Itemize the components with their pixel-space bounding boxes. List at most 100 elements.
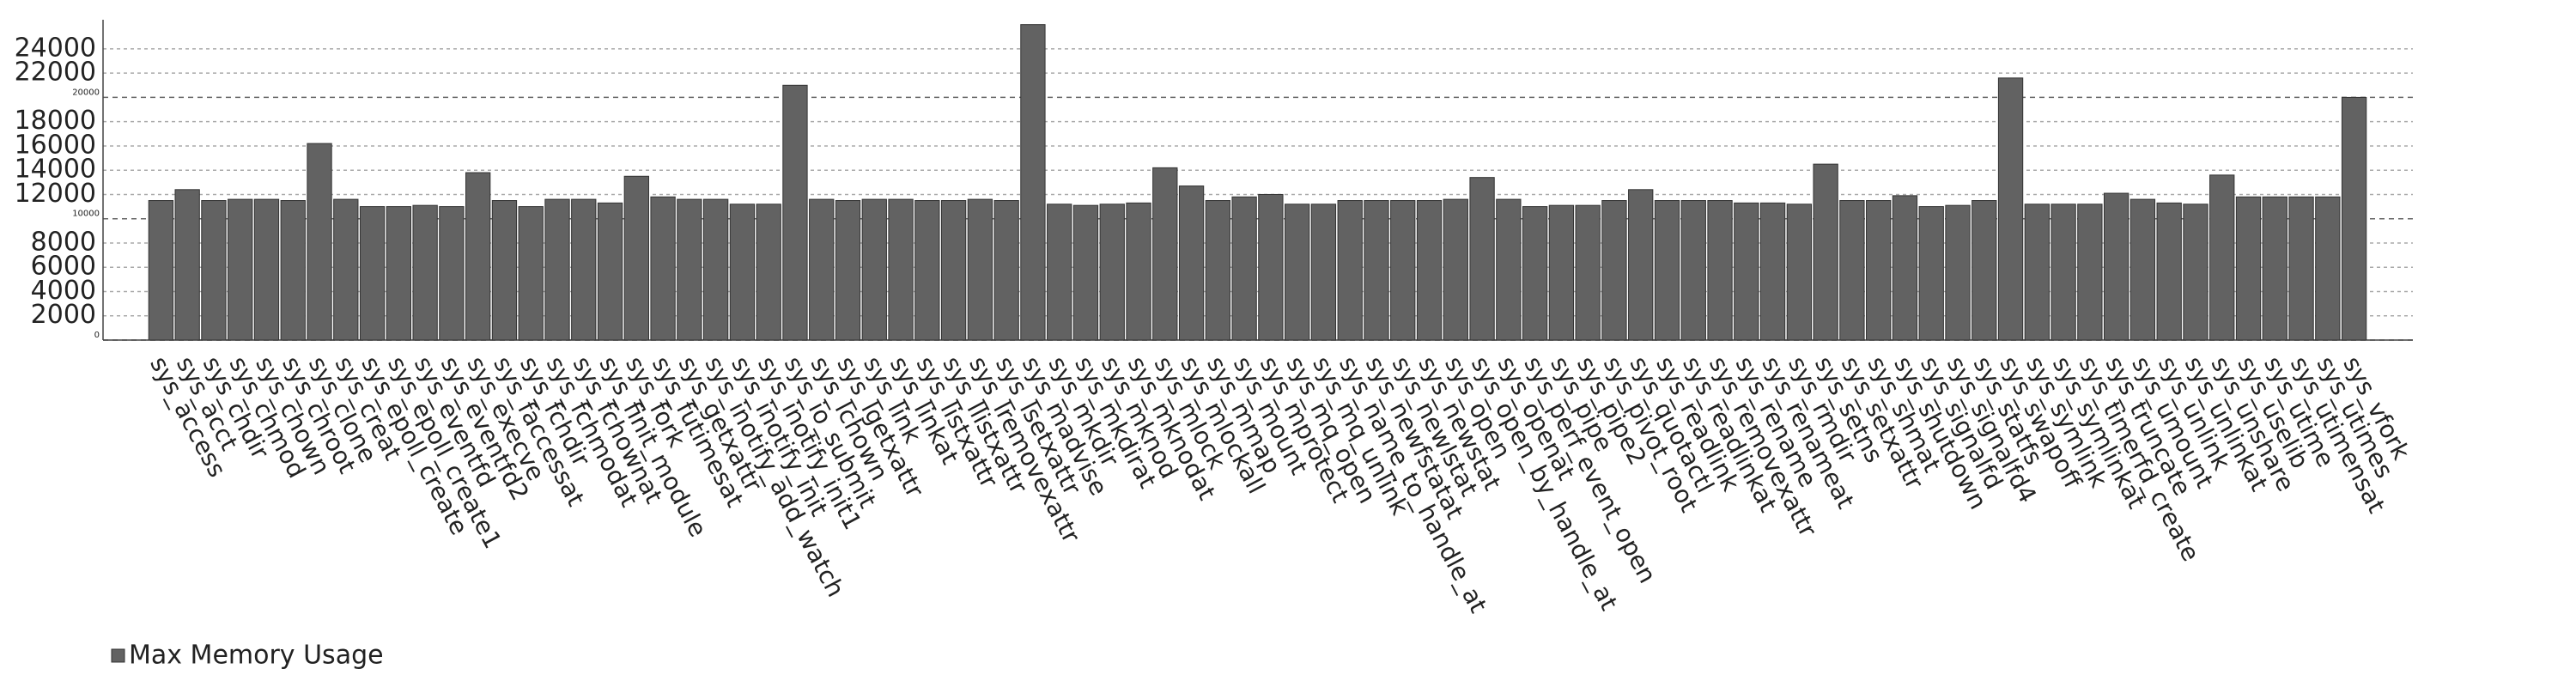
bar xyxy=(544,198,570,341)
bar xyxy=(597,202,623,341)
bar xyxy=(861,198,887,341)
bar xyxy=(702,198,729,341)
bar xyxy=(1759,202,1786,341)
bar xyxy=(1020,24,1046,341)
y-tick-label: 10000 xyxy=(72,210,100,219)
legend-swatch xyxy=(111,648,125,663)
bar xyxy=(729,204,756,341)
bar xyxy=(1072,204,1099,341)
bar xyxy=(201,200,227,341)
y-tick-label: 4000 xyxy=(31,276,96,306)
y-tick-label: 24000 xyxy=(15,33,96,63)
bar xyxy=(1945,204,1971,341)
bar xyxy=(1548,204,1575,341)
bar xyxy=(967,198,993,341)
bar xyxy=(1680,200,1706,341)
y-tick-label: 14000 xyxy=(15,155,96,185)
bar xyxy=(2050,204,2076,341)
legend-label: Max Memory Usage xyxy=(129,641,384,671)
bar xyxy=(1892,195,1918,341)
bar xyxy=(809,198,835,341)
bar xyxy=(888,198,914,341)
bar xyxy=(2288,196,2314,341)
bar xyxy=(1575,204,1601,341)
y-tick-label: 8000 xyxy=(31,227,96,257)
bar xyxy=(623,175,649,341)
y-tick-label: 22000 xyxy=(15,58,96,88)
bar xyxy=(1337,200,1363,341)
y-tick-label: 18000 xyxy=(15,106,96,136)
bar xyxy=(940,200,967,341)
bar xyxy=(2183,204,2208,341)
bar xyxy=(1364,200,1389,341)
bar xyxy=(359,206,386,341)
bar xyxy=(280,200,306,341)
bar xyxy=(1178,185,1205,341)
bar xyxy=(1390,200,1416,341)
bar xyxy=(756,204,781,341)
bar xyxy=(333,198,359,341)
bar xyxy=(993,200,1019,341)
bar xyxy=(1310,204,1337,341)
bar xyxy=(1416,200,1443,341)
bar xyxy=(2262,196,2287,341)
y-tick-label: 0 xyxy=(94,331,100,340)
bar xyxy=(1654,200,1680,341)
bar xyxy=(677,198,702,341)
bar xyxy=(228,198,253,341)
bar xyxy=(1997,77,2024,341)
bar xyxy=(1285,204,1310,341)
y-tick-label: 20000 xyxy=(72,88,100,97)
y-tick-label: 16000 xyxy=(15,130,96,160)
bar xyxy=(1813,163,1838,341)
bar xyxy=(2077,204,2103,341)
bar xyxy=(148,200,174,341)
bar xyxy=(465,172,491,341)
bar xyxy=(253,198,280,341)
bar xyxy=(1707,200,1733,341)
bar xyxy=(1918,206,1944,341)
bar xyxy=(1443,198,1468,341)
bar xyxy=(1231,196,1257,341)
bar xyxy=(1628,189,1654,341)
bar xyxy=(1971,200,1997,341)
bar xyxy=(571,198,597,341)
bar xyxy=(386,206,412,341)
bar xyxy=(1469,177,1495,341)
bar xyxy=(914,200,940,341)
bar xyxy=(1734,202,1759,341)
bar xyxy=(518,206,544,341)
bar xyxy=(491,200,518,341)
bar xyxy=(2156,202,2182,341)
bar xyxy=(835,200,861,341)
bar xyxy=(439,206,465,341)
y-tick-label: 2000 xyxy=(31,300,96,330)
bar xyxy=(1866,200,1892,341)
bar xyxy=(2024,204,2050,341)
bar xyxy=(1258,193,1284,341)
y-tick-label: 6000 xyxy=(31,252,96,282)
bar xyxy=(307,143,332,341)
bar xyxy=(1496,198,1522,341)
bar xyxy=(1205,200,1230,341)
bar xyxy=(412,204,438,341)
bar xyxy=(2341,96,2367,341)
bar xyxy=(650,196,676,341)
y-tick-label: 12000 xyxy=(15,179,96,209)
bar xyxy=(1601,200,1627,341)
bar xyxy=(2235,196,2262,341)
bar xyxy=(2103,192,2129,341)
bar xyxy=(1152,167,1178,341)
bar xyxy=(1126,202,1151,341)
bar xyxy=(2315,196,2341,341)
bar xyxy=(1522,206,1548,341)
bar xyxy=(782,84,808,341)
bar xyxy=(1099,204,1125,341)
bar xyxy=(2209,174,2235,341)
bar xyxy=(1839,200,1865,341)
bar xyxy=(2129,198,2156,341)
bar xyxy=(174,189,200,341)
bar xyxy=(1047,204,1072,341)
bar xyxy=(1786,204,1813,341)
